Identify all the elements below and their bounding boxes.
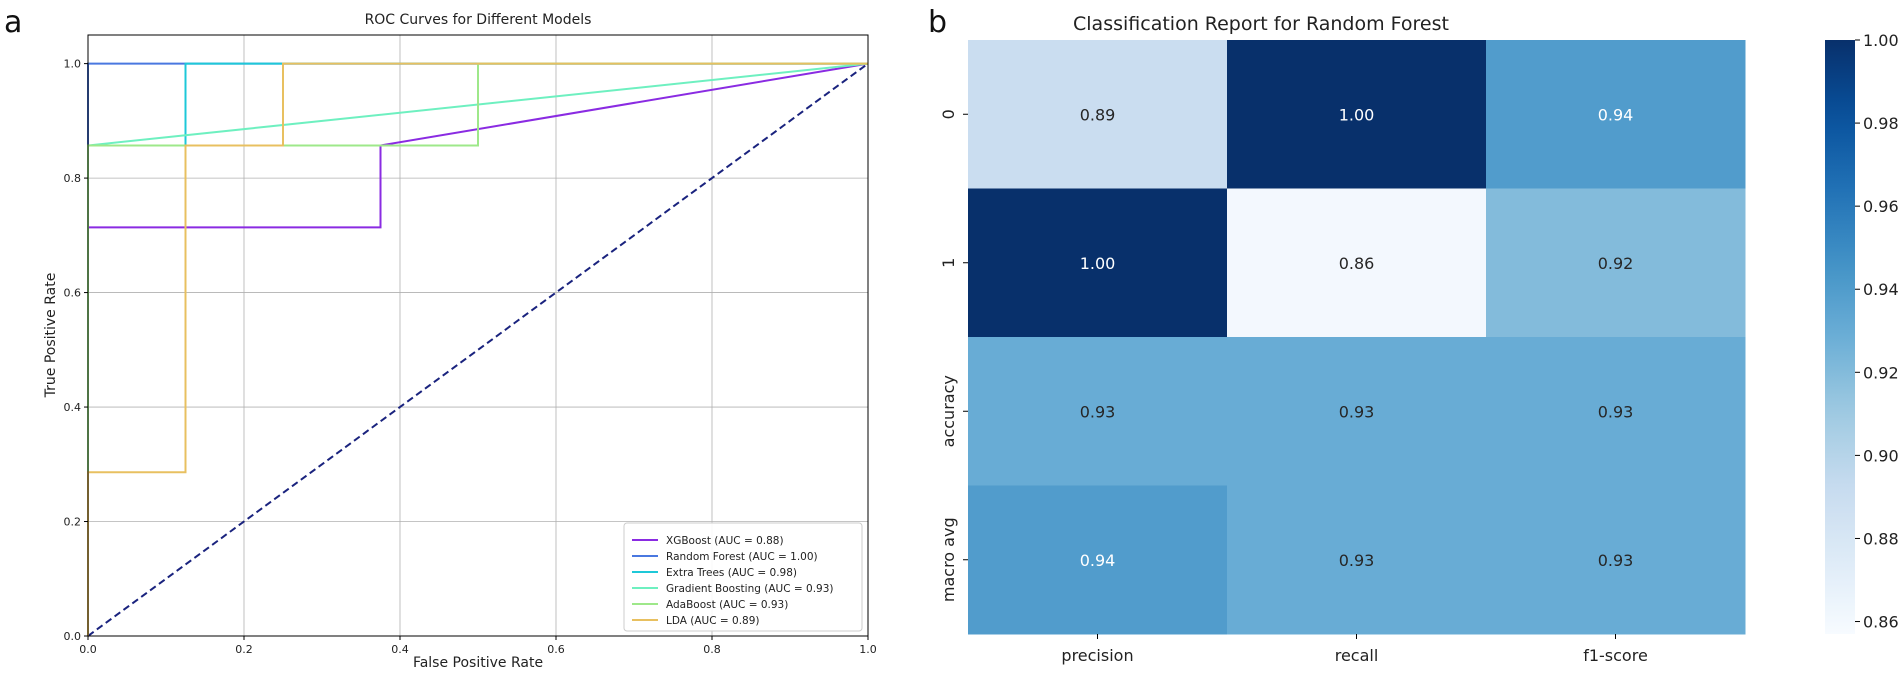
heatmap-cells: 0.89 1.00 0.94 1.00 0.86 0.92 0.93 0.93 0.93 0.94… (968, 40, 1746, 635)
roc-diagonal-line (87, 62, 869, 637)
heatmap-y-ticks: 0 1 accuracy macro avg (939, 109, 968, 602)
heatmap-x-tick-label: f1-score (1583, 646, 1648, 665)
colorbar-tick-label: 1.00 (1863, 31, 1899, 50)
heatmap-y-tick-label: macro avg (939, 517, 958, 602)
roc-title: ROC Curves for Different Models (365, 12, 592, 28)
roc-x-tick-label: 0.0 (79, 643, 97, 656)
heatmap-cell-label: 0.94 (1598, 105, 1634, 124)
roc-x-tick-label: 1.0 (859, 643, 877, 656)
colorbar-tick-label: 0.86 (1863, 613, 1899, 632)
roc-x-axis-label: False Positive Rate (413, 655, 543, 671)
roc-x-tick-label: 0.6 (547, 643, 565, 656)
roc-y-tick-label: 0.4 (64, 401, 82, 414)
heatmap-cell (968, 188, 1228, 338)
roc-y-axis-label: True Positive Rate (43, 273, 59, 399)
roc-legend-label: Random Forest (AUC = 1.00) (666, 551, 818, 563)
heatmap-cell (968, 485, 1228, 635)
roc-x-ticks: 0.0 0.2 0.4 0.6 0.8 1.0 (79, 636, 877, 656)
roc-y-ticks: 0.0 0.2 0.4 0.6 0.8 1.0 (64, 58, 88, 643)
heatmap-cell-label: 1.00 (1080, 254, 1116, 273)
heatmap-cell (1227, 337, 1487, 486)
colorbar-tick-label: 0.88 (1863, 529, 1899, 548)
colorbar-ticks: 1.00 0.98 0.96 0.94 0.92 0.90 0.88 0.86 (1855, 31, 1899, 632)
roc-y-tick-label: 0.0 (64, 630, 82, 643)
heatmap-cell-label: 0.93 (1598, 402, 1634, 421)
heatmap-cell-label: 0.93 (1598, 551, 1634, 570)
heatmap-cell (1486, 337, 1746, 486)
heatmap-cell (1486, 485, 1746, 635)
heatmap-cell-label: 0.92 (1598, 254, 1634, 273)
roc-legend-box (623, 522, 863, 632)
heatmap-title: Classification Report for Random Forest (1073, 13, 1449, 35)
roc-x-tick-label: 0.2 (235, 643, 253, 656)
roc-legend-label: Extra Trees (AUC = 0.98) (666, 567, 797, 579)
roc-y-tick-label: 1.0 (64, 58, 82, 71)
heatmap-y-tick-label: 1 (939, 258, 958, 268)
heatmap-cell-label: 0.93 (1339, 551, 1375, 570)
colorbar-tick-label: 0.92 (1863, 363, 1899, 382)
roc-legend-label: Gradient Boosting (AUC = 0.93) (666, 583, 834, 595)
roc-y-tick-label: 0.6 (64, 287, 82, 300)
heatmap-cell (1486, 40, 1746, 189)
colorbar (1825, 40, 1855, 634)
roc-chart: ROC Curves for Different Models 0.0 0.2 0.… (43, 12, 877, 671)
colorbar-tick-label: 0.98 (1863, 114, 1899, 133)
heatmap-cell-label: 0.89 (1080, 105, 1116, 124)
heatmap-chart: Classification Report for Random Forest … (939, 13, 1899, 665)
heatmap-x-tick-label: precision (1061, 646, 1133, 665)
heatmap-x-tick-label: recall (1335, 646, 1379, 665)
heatmap-cell (968, 40, 1228, 189)
colorbar-tick-label: 0.96 (1863, 197, 1899, 216)
roc-y-tick-label: 0.8 (64, 172, 82, 185)
heatmap-cell (1227, 188, 1487, 338)
colorbar-tick-label: 0.94 (1863, 280, 1899, 299)
heatmap-cell-label: 1.00 (1339, 105, 1375, 124)
roc-legend-label: AdaBoost (AUC = 0.93) (666, 599, 788, 611)
roc-legend-label: LDA (AUC = 0.89) (666, 615, 760, 627)
heatmap-cell-label: 0.86 (1339, 254, 1375, 273)
heatmap-y-tick-label: accuracy (939, 375, 958, 447)
roc-x-tick-label: 0.4 (391, 643, 409, 656)
roc-legend: XGBoost (AUC = 0.88) Random Forest (AUC =… (623, 522, 863, 632)
heatmap-cell-label: 0.93 (1339, 402, 1375, 421)
heatmap-x-ticks: precision recall f1-score (1061, 634, 1648, 665)
heatmap-cell (1486, 188, 1746, 338)
roc-axes-frame (87, 34, 869, 637)
heatmap-cell-label: 0.93 (1080, 402, 1116, 421)
panel-label-b: b (928, 5, 947, 40)
colorbar-tick-label: 0.90 (1863, 446, 1899, 465)
heatmap-cell (968, 337, 1228, 486)
roc-legend-label: XGBoost (AUC = 0.88) (666, 535, 784, 547)
roc-x-tick-label: 0.8 (703, 643, 721, 656)
heatmap-cell (1227, 485, 1487, 635)
panel-label-a: a (4, 5, 22, 40)
heatmap-cell-label: 0.94 (1080, 551, 1116, 570)
roc-y-tick-label: 0.2 (64, 516, 82, 529)
heatmap-y-tick-label: 0 (939, 109, 958, 119)
heatmap-cell (1227, 40, 1487, 189)
